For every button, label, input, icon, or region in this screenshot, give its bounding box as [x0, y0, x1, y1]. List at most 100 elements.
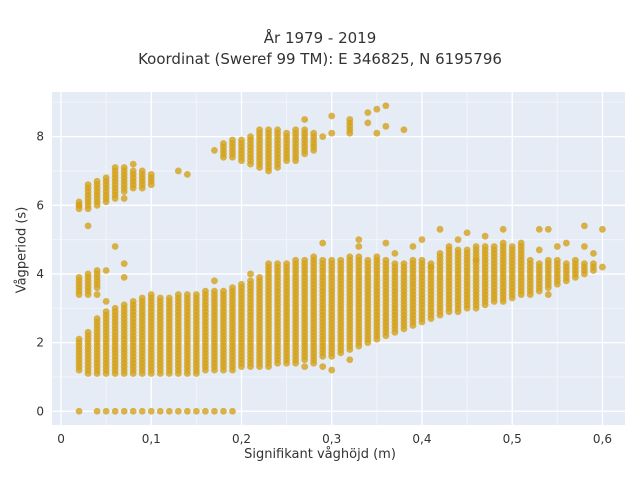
data-point: [93, 315, 101, 322]
data-point: [319, 133, 327, 141]
data-point: [436, 249, 444, 257]
data-point: [292, 256, 300, 264]
data-point: [535, 260, 543, 268]
data-point: [463, 246, 471, 254]
data-point: [102, 174, 110, 182]
data-point: [292, 126, 300, 134]
data-point: [499, 225, 507, 233]
data-point: [138, 294, 146, 302]
data-point: [174, 291, 182, 298]
data-point: [75, 407, 83, 415]
data-point: [499, 239, 507, 247]
data-point: [472, 243, 480, 250]
data-point: [156, 294, 164, 302]
data-point: [301, 256, 309, 264]
chart-title: År 1979 - 2019: [263, 29, 377, 47]
data-point: [102, 267, 110, 274]
data-point: [373, 253, 381, 261]
data-point: [120, 407, 128, 415]
data-point: [102, 407, 110, 415]
data-point: [472, 256, 480, 264]
data-point: [400, 260, 408, 268]
data-point: [111, 407, 119, 415]
data-point: [138, 407, 146, 415]
data-point: [75, 335, 83, 343]
x-tick-label: 0,4: [412, 432, 431, 446]
data-point: [580, 260, 588, 268]
data-point: [211, 277, 218, 285]
data-point: [202, 407, 209, 415]
data-point: [436, 225, 444, 233]
data-point: [319, 239, 327, 247]
x-tick-label: 0,5: [503, 432, 522, 446]
data-point: [373, 129, 381, 137]
data-point: [310, 359, 318, 367]
data-point: [553, 243, 561, 250]
x-tick-label: 0: [57, 432, 65, 446]
data-point: [102, 298, 110, 305]
data-point: [202, 287, 209, 295]
data-point: [463, 229, 471, 237]
data-point: [382, 102, 390, 110]
data-point: [364, 109, 372, 116]
data-point: [93, 407, 101, 415]
data-point: [129, 167, 137, 175]
data-point: [391, 249, 399, 257]
data-point: [400, 126, 408, 134]
data-point: [535, 246, 543, 254]
data-point: [310, 253, 318, 261]
data-point: [346, 356, 354, 364]
data-point: [165, 407, 173, 415]
data-point: [355, 253, 363, 261]
data-point: [102, 308, 110, 316]
data-point: [192, 291, 200, 298]
data-point: [120, 260, 128, 268]
data-point: [247, 270, 254, 278]
data-point: [310, 129, 318, 137]
data-point: [590, 249, 597, 257]
data-point: [229, 407, 236, 415]
data-point: [328, 129, 336, 137]
data-point: [283, 129, 291, 137]
data-point: [544, 225, 552, 233]
data-point: [183, 291, 191, 298]
data-point: [238, 280, 245, 288]
data-point: [571, 256, 579, 264]
data-point: [517, 239, 525, 247]
data-point: [481, 243, 489, 250]
data-point: [147, 170, 155, 178]
data-point: [337, 256, 345, 264]
data-point: [247, 277, 254, 285]
data-point: [174, 407, 182, 415]
data-point: [211, 146, 218, 154]
data-point: [301, 116, 309, 123]
data-point: [93, 177, 101, 185]
data-point: [382, 239, 390, 247]
data-point: [355, 236, 363, 244]
data-point: [508, 243, 516, 250]
y-tick-label: 0: [36, 404, 44, 418]
data-point: [220, 407, 227, 415]
data-point: [590, 260, 597, 268]
y-tick-label: 2: [36, 336, 44, 350]
data-point: [418, 236, 426, 244]
data-point: [120, 164, 128, 171]
data-point: [120, 195, 128, 202]
data-point: [346, 116, 354, 123]
data-point: [265, 126, 272, 134]
data-point: [427, 263, 435, 271]
data-point: [147, 291, 155, 298]
data-point: [599, 225, 606, 233]
data-point: [445, 243, 453, 250]
data-point: [364, 256, 372, 264]
x-axis-title: Signifikant våghöjd (m): [244, 447, 396, 462]
data-point: [192, 407, 200, 415]
data-point: [328, 112, 336, 120]
data-point: [274, 126, 281, 134]
data-point: [93, 267, 101, 274]
data-point: [111, 164, 119, 171]
x-tick-label: 0,3: [322, 432, 341, 446]
data-point: [84, 222, 92, 230]
data-point: [120, 273, 128, 281]
